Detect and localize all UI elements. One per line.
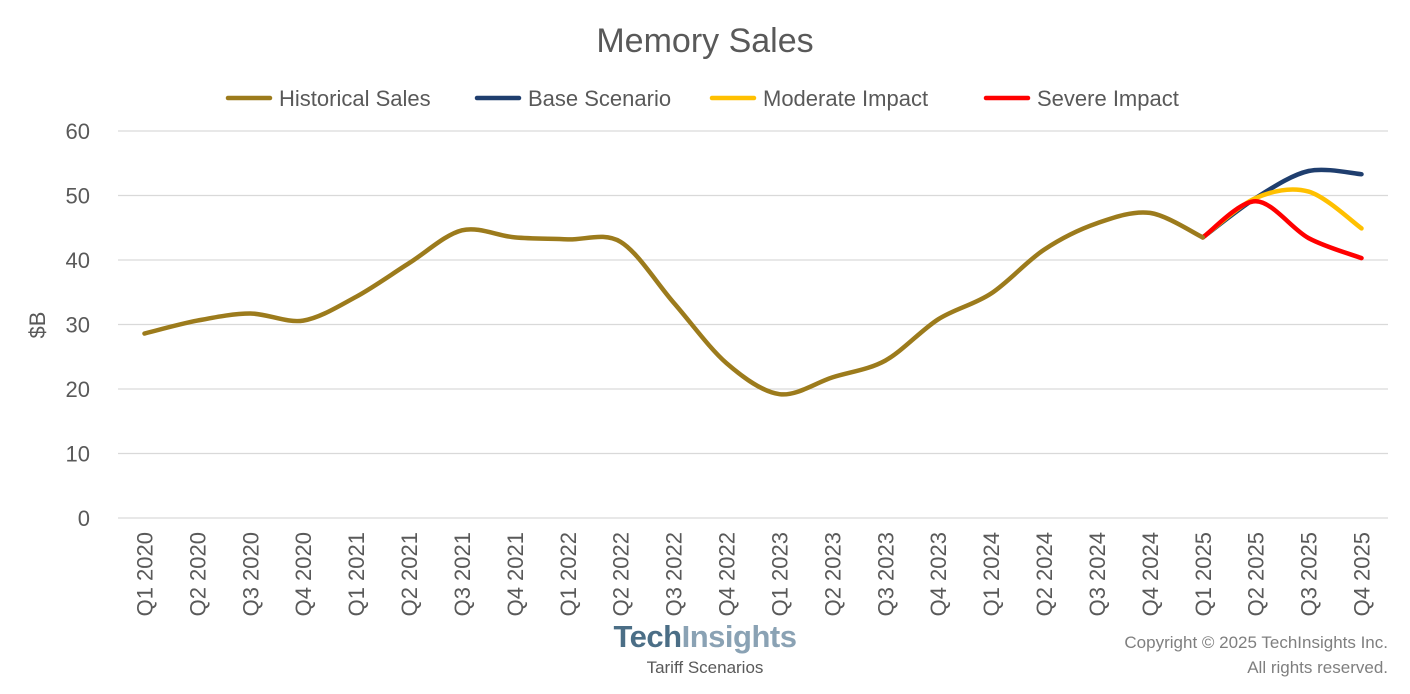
series-line-historical-sales bbox=[142, 210, 1206, 397]
x-tick-label: Q1 2024 bbox=[979, 532, 1004, 616]
legend-label: Severe Impact bbox=[1037, 86, 1179, 111]
x-tick-label: Q1 2022 bbox=[556, 532, 581, 616]
x-tick-label: Q3 2021 bbox=[450, 532, 475, 616]
logo-subtitle: Tariff Scenarios bbox=[646, 658, 764, 677]
x-tick-label: Q3 2023 bbox=[873, 532, 898, 616]
y-axis-label: $B bbox=[25, 312, 50, 339]
legend-item-severe-impact: Severe Impact bbox=[983, 86, 1179, 111]
y-tick-label: 50 bbox=[66, 184, 90, 209]
series-line-severe-impact bbox=[1200, 199, 1364, 261]
x-tick-label: Q2 2025 bbox=[1244, 532, 1269, 616]
x-tick-label: Q4 2023 bbox=[926, 532, 951, 616]
series-line-base-scenario bbox=[1200, 167, 1364, 240]
x-tick-label: Q4 2025 bbox=[1350, 532, 1375, 616]
legend-label: Base Scenario bbox=[528, 86, 671, 111]
x-tick-label: Q2 2024 bbox=[1032, 532, 1057, 616]
logo-insights-text: Insights bbox=[681, 619, 797, 654]
legend-label: Historical Sales bbox=[279, 86, 431, 111]
y-tick-label: 0 bbox=[78, 506, 90, 531]
copyright-line-2: All rights reserved. bbox=[1247, 658, 1388, 677]
x-tick-label: Q1 2021 bbox=[344, 532, 369, 616]
y-tick-label: 40 bbox=[66, 248, 90, 273]
y-tick-label: 20 bbox=[66, 377, 90, 402]
x-tick-label: Q2 2020 bbox=[185, 532, 210, 616]
legend-item-moderate-impact: Moderate Impact bbox=[709, 86, 928, 111]
y-tick-label: 30 bbox=[66, 313, 90, 338]
legend-item-historical-sales: Historical Sales bbox=[225, 86, 431, 111]
x-tick-label: Q4 2020 bbox=[291, 532, 316, 616]
x-tick-label: Q1 2023 bbox=[767, 532, 792, 616]
grid-lines bbox=[118, 130, 1388, 519]
copyright-line-1: Copyright © 2025 TechInsights Inc. bbox=[1124, 633, 1388, 652]
x-tick-label: Q4 2024 bbox=[1138, 532, 1163, 616]
copyright-notice: Copyright © 2025 TechInsights Inc. All r… bbox=[1124, 630, 1388, 680]
y-axis-ticks: 0 10 20 30 40 50 60 bbox=[66, 119, 90, 531]
chart-legend: Historical Sales Base Scenario Moderate Im… bbox=[225, 86, 1179, 111]
series-lines bbox=[142, 167, 1364, 397]
x-tick-label: Q1 2025 bbox=[1191, 532, 1216, 616]
techinsights-logo: TechInsights Tariff Scenarios bbox=[560, 620, 850, 678]
x-tick-label: Q2 2023 bbox=[820, 532, 845, 616]
x-tick-label: Q3 2024 bbox=[1085, 532, 1110, 616]
x-tick-label: Q3 2020 bbox=[238, 532, 263, 616]
x-axis-ticks: Q1 2020 Q2 2020 Q3 2020 Q4 2020 Q1 2021 Q2 20… bbox=[132, 532, 1374, 616]
y-tick-label: 10 bbox=[66, 442, 90, 467]
y-tick-label: 60 bbox=[66, 119, 90, 144]
x-tick-label: Q2 2021 bbox=[397, 532, 422, 616]
x-tick-label: Q2 2022 bbox=[609, 532, 634, 616]
x-tick-label: Q1 2020 bbox=[132, 532, 157, 616]
legend-label: Moderate Impact bbox=[763, 86, 928, 111]
x-tick-label: Q4 2022 bbox=[715, 532, 740, 616]
x-tick-label: Q3 2025 bbox=[1297, 532, 1322, 616]
x-tick-label: Q3 2022 bbox=[662, 532, 687, 616]
logo-tech-text: Tech bbox=[613, 619, 683, 654]
legend-item-base-scenario: Base Scenario bbox=[474, 86, 671, 111]
chart-title: Memory Sales bbox=[596, 22, 813, 60]
x-tick-label: Q4 2021 bbox=[503, 532, 528, 616]
